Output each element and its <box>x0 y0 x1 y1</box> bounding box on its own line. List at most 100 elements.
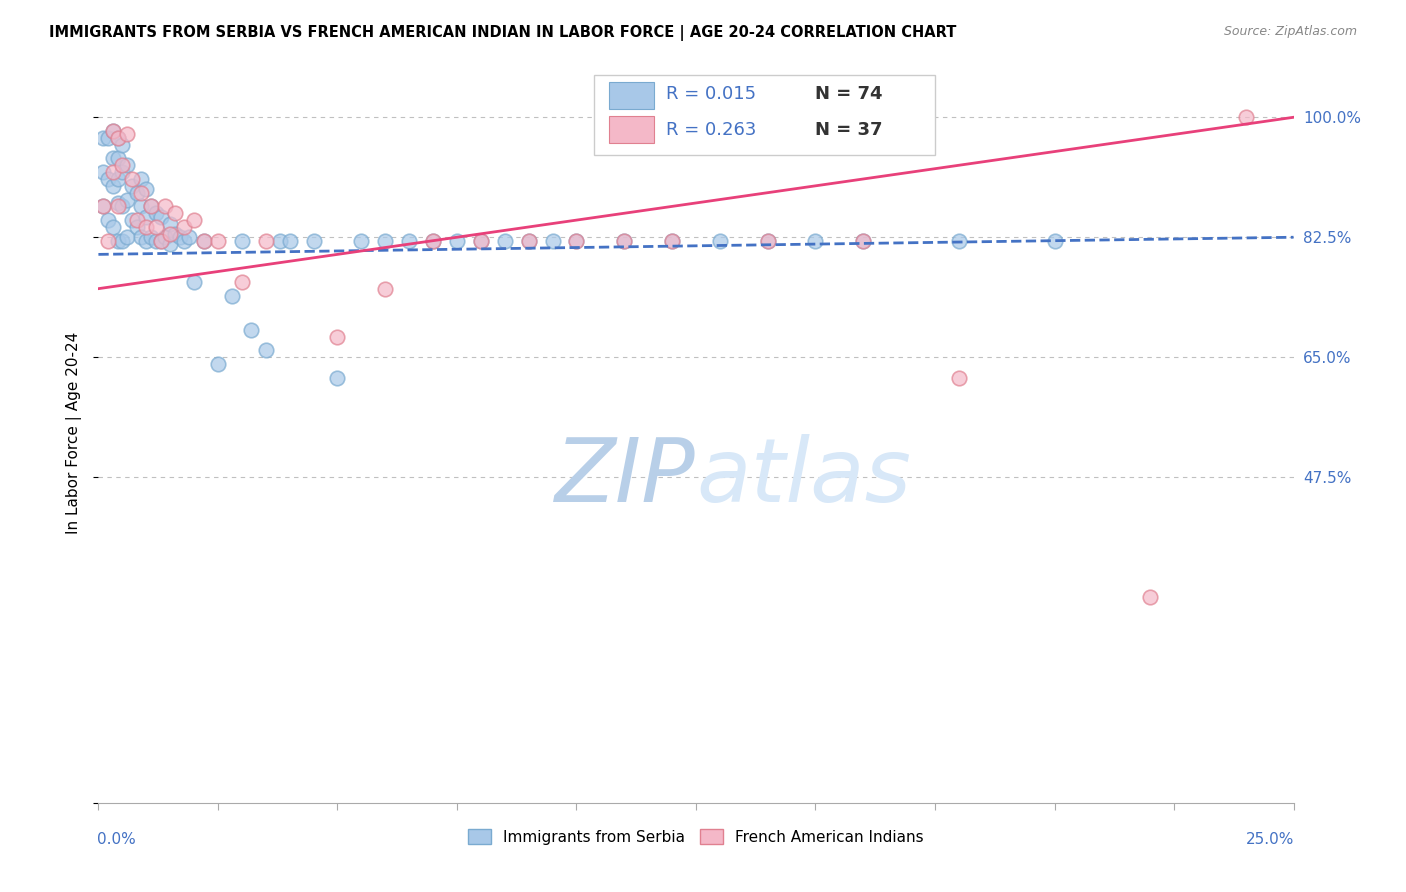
Point <box>139 199 162 213</box>
Point <box>852 234 875 248</box>
Point <box>97 213 120 227</box>
Point <box>101 219 124 234</box>
Point <box>269 234 291 248</box>
Point <box>240 323 263 337</box>
Point <box>326 371 349 385</box>
Point <box>125 186 148 200</box>
Text: N = 37: N = 37 <box>815 120 883 139</box>
Point <box>302 234 325 248</box>
Point <box>111 234 134 248</box>
Point <box>91 165 114 179</box>
Point <box>398 234 420 248</box>
Point <box>207 357 229 371</box>
Point <box>661 234 683 248</box>
Point <box>91 199 114 213</box>
Point <box>121 213 143 227</box>
Point <box>565 234 588 248</box>
Point <box>193 234 215 248</box>
Point <box>139 230 162 244</box>
Point <box>115 128 138 142</box>
Bar <box>609 117 654 143</box>
Point <box>517 234 540 248</box>
Point <box>101 152 124 166</box>
Point <box>131 186 153 200</box>
Point <box>111 137 134 152</box>
Point <box>135 182 157 196</box>
Point <box>139 199 162 213</box>
Point <box>115 158 138 172</box>
Point <box>101 178 124 193</box>
Point <box>107 131 129 145</box>
Point <box>107 131 129 145</box>
Point <box>1043 234 1066 248</box>
Point <box>163 227 186 241</box>
Point <box>97 234 120 248</box>
Point <box>111 158 134 172</box>
Point <box>1234 110 1257 124</box>
Text: 0.0%: 0.0% <box>97 831 136 847</box>
Point <box>111 165 134 179</box>
Point <box>145 206 167 220</box>
Point <box>155 199 177 213</box>
Point <box>756 234 779 248</box>
Point <box>374 234 396 248</box>
Point <box>446 234 468 248</box>
Point <box>254 343 277 358</box>
Point <box>135 234 157 248</box>
Point <box>613 234 636 248</box>
Point <box>107 196 129 211</box>
Text: R = 0.263: R = 0.263 <box>666 120 756 139</box>
Text: 25.0%: 25.0% <box>1246 831 1295 847</box>
Point <box>97 131 120 145</box>
Point <box>115 230 138 244</box>
Point <box>193 234 215 248</box>
Point <box>131 199 153 213</box>
Point <box>149 234 172 248</box>
Text: R = 0.015: R = 0.015 <box>666 86 756 103</box>
Point <box>159 227 181 241</box>
Point <box>125 219 148 234</box>
Point <box>107 172 129 186</box>
Point <box>107 199 129 213</box>
Point <box>149 210 172 224</box>
Point <box>131 230 153 244</box>
Point <box>231 275 253 289</box>
Text: ZIP: ZIP <box>555 434 696 520</box>
Point <box>470 234 492 248</box>
Point <box>804 234 827 248</box>
Point <box>422 234 444 248</box>
Point <box>494 234 516 248</box>
Point <box>374 282 396 296</box>
Point <box>135 210 157 224</box>
Point <box>207 234 229 248</box>
Point <box>145 219 167 234</box>
Point <box>131 172 153 186</box>
Point <box>125 213 148 227</box>
Point <box>613 234 636 248</box>
Point <box>422 234 444 248</box>
Point <box>221 288 243 302</box>
Text: IMMIGRANTS FROM SERBIA VS FRENCH AMERICAN INDIAN IN LABOR FORCE | AGE 20-24 CORR: IMMIGRANTS FROM SERBIA VS FRENCH AMERICA… <box>49 25 956 41</box>
Point <box>254 234 277 248</box>
Point <box>565 234 588 248</box>
Point <box>159 237 181 252</box>
Point <box>1139 590 1161 604</box>
Point <box>97 172 120 186</box>
Point <box>709 234 731 248</box>
Text: atlas: atlas <box>696 434 911 520</box>
Legend: Immigrants from Serbia, French American Indians: Immigrants from Serbia, French American … <box>461 822 931 851</box>
Point <box>231 234 253 248</box>
Point <box>756 234 779 248</box>
Text: Source: ZipAtlas.com: Source: ZipAtlas.com <box>1223 25 1357 38</box>
Point <box>183 213 205 227</box>
FancyBboxPatch shape <box>595 75 935 155</box>
Y-axis label: In Labor Force | Age 20-24: In Labor Force | Age 20-24 <box>66 332 83 533</box>
Point <box>107 234 129 248</box>
Point <box>326 329 349 343</box>
Point <box>517 234 540 248</box>
Point <box>948 371 970 385</box>
Point <box>101 165 124 179</box>
Point <box>91 131 114 145</box>
Point <box>91 199 114 213</box>
Point <box>101 124 124 138</box>
